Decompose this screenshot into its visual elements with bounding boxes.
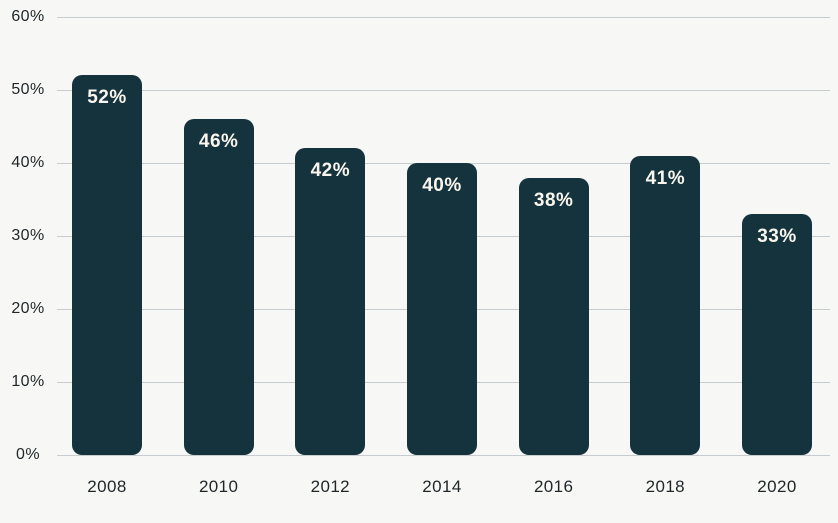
y-axis-tick-label: 50% <box>11 81 45 98</box>
bar-value-label: 52% <box>87 87 127 109</box>
y-axis-tick-label: 40% <box>11 154 45 171</box>
bar-2012: 42% <box>295 148 366 455</box>
gridline <box>57 17 830 18</box>
y-axis-tick-label: 10% <box>11 373 45 390</box>
bar-value-label: 42% <box>310 160 351 182</box>
x-axis-tick-label: 2010 <box>198 477 239 496</box>
y-axis-tick-label: 60% <box>11 8 45 25</box>
x-axis-tick-label: 2018 <box>645 477 686 496</box>
bar-value-label: 40% <box>422 175 462 196</box>
x-axis-tick-label: 2014 <box>422 477 462 496</box>
x-axis-tick-label: 2020 <box>757 477 797 496</box>
bar-2008: 52% <box>72 75 142 455</box>
plot-area: 52% 46% 42% 40% 38% 41% 33% <box>57 17 830 456</box>
bar-value-label: 33% <box>757 226 797 248</box>
x-axis-tick-label: 2012 <box>310 477 351 496</box>
y-axis-tick-label: 30% <box>11 227 45 244</box>
gridline <box>57 455 830 456</box>
bar-2020: 33% <box>742 214 812 455</box>
x-axis-tick-label: 2008 <box>87 477 127 496</box>
bar-2016: 38% <box>518 177 589 455</box>
y-axis-tick-label: 20% <box>11 300 45 317</box>
bar-value-label: 41% <box>645 167 686 189</box>
bar-2014: 40% <box>407 163 477 455</box>
y-axis-tick-label: 0% <box>16 446 40 463</box>
bar-value-label: 46% <box>198 131 239 153</box>
x-axis-tick-label: 2016 <box>533 477 574 496</box>
bar-2018: 41% <box>630 155 701 455</box>
bar-2010: 46% <box>183 119 254 455</box>
gridline <box>57 90 830 91</box>
bar-value-label: 38% <box>533 189 574 211</box>
